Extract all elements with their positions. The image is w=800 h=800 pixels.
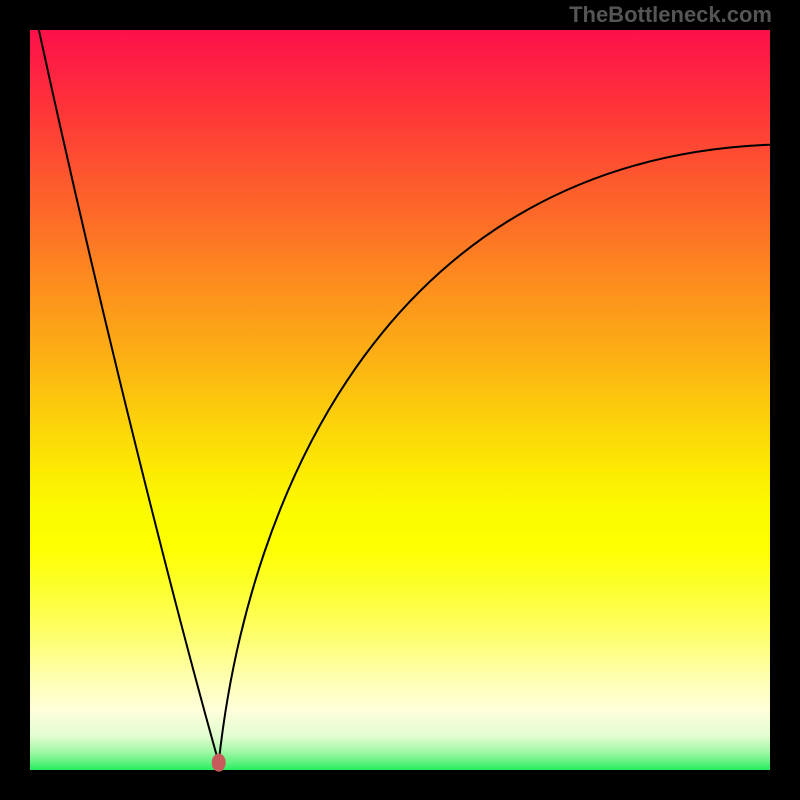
optimal-point-marker [212,754,226,772]
watermark-label: TheBottleneck.com [569,2,772,27]
bottleneck-chart [0,0,800,800]
gradient-panel [30,30,770,770]
watermark-text: TheBottleneck.com [569,2,772,28]
